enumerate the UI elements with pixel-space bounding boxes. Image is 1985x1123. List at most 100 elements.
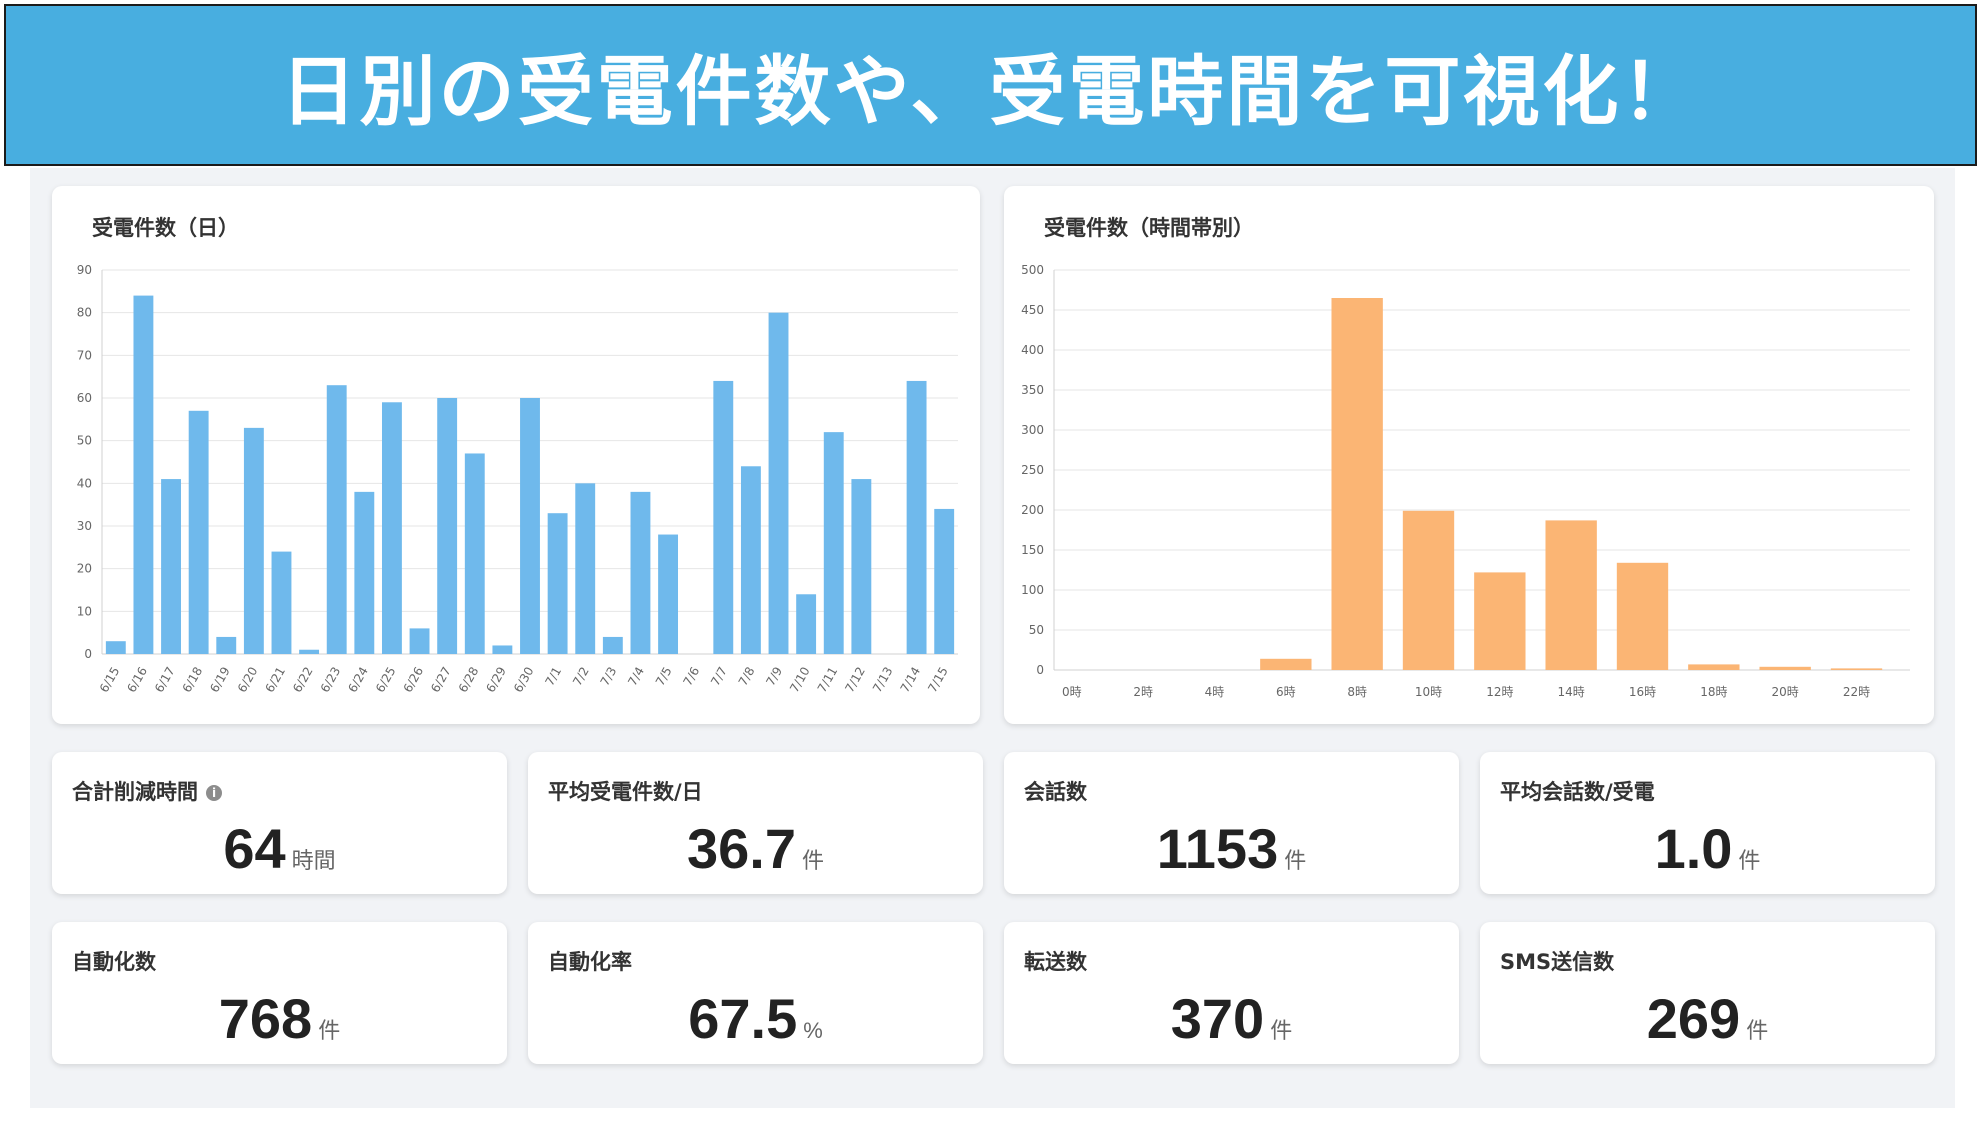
x-tick-label: 6/22 bbox=[290, 665, 316, 695]
stat-unit: 時間 bbox=[291, 848, 336, 873]
chart-bar bbox=[161, 479, 181, 654]
chart-bar bbox=[575, 483, 596, 654]
stat-unit: 件 bbox=[1746, 1018, 1769, 1043]
hourly-calls-chart: 0 50 100 150 200 250 300 350 400 450 500 0時 2時 4時 6時 8時… bbox=[1021, 263, 1910, 699]
stat-card-automated: 自動化数 768 件 bbox=[52, 922, 507, 1064]
x-tick-label: 6/29 bbox=[483, 665, 509, 695]
x-tick-label: 7/8 bbox=[736, 665, 758, 689]
daily-chart-title: 受電件数（日） bbox=[92, 216, 239, 240]
x-tick-label: 7/1 bbox=[542, 665, 564, 689]
x-tick-label: 0時 bbox=[1062, 685, 1082, 699]
chart-bar bbox=[243, 427, 264, 654]
y-tick-label: 50 bbox=[77, 434, 92, 448]
stat-value: 36.7 bbox=[686, 817, 796, 880]
x-tick-label: 16時 bbox=[1629, 685, 1656, 699]
chart-bar bbox=[713, 380, 734, 654]
chart-bar bbox=[658, 534, 679, 654]
stat-value: 370 bbox=[1170, 987, 1265, 1050]
x-tick-label: 6/15 bbox=[97, 665, 123, 695]
stat-label: SMS送信数 bbox=[1500, 950, 1615, 974]
chart-bar bbox=[381, 402, 402, 654]
x-tick-label: 6/17 bbox=[152, 665, 178, 695]
stat-value: 67.5 bbox=[688, 987, 798, 1050]
y-tick-label: 0 bbox=[1036, 663, 1044, 677]
chart-bar bbox=[133, 295, 154, 654]
x-tick-label: 12時 bbox=[1486, 685, 1513, 699]
chart-bar bbox=[354, 491, 375, 654]
banner-title: 日別の受電件数や、受電時間を可視化！ bbox=[280, 47, 1701, 136]
chart-bar bbox=[1402, 510, 1455, 670]
y-tick-label: 80 bbox=[77, 306, 92, 320]
x-tick-label: 6/18 bbox=[180, 665, 206, 695]
chart-bar bbox=[823, 432, 844, 654]
y-tick-label: 10 bbox=[77, 604, 92, 618]
x-tick-label: 7/11 bbox=[815, 665, 841, 695]
info-icon[interactable]: i bbox=[206, 785, 222, 801]
chart-bar bbox=[851, 479, 872, 654]
x-tick-label: 6/27 bbox=[428, 665, 454, 695]
x-tick-label: 4時 bbox=[1205, 685, 1225, 699]
x-tick-label: 7/4 bbox=[625, 665, 647, 689]
x-tick-label: 22時 bbox=[1843, 685, 1870, 699]
x-tick-label: 7/3 bbox=[598, 665, 620, 689]
y-tick-label: 250 bbox=[1021, 463, 1044, 477]
x-tick-label: 6/23 bbox=[318, 665, 344, 695]
x-tick-label: 10時 bbox=[1415, 685, 1442, 699]
chart-bar bbox=[768, 312, 789, 654]
x-tick-label: 6時 bbox=[1276, 685, 1296, 699]
stat-unit: 件 bbox=[1738, 848, 1761, 873]
chart-bar bbox=[1616, 562, 1669, 670]
chart-bar bbox=[602, 636, 623, 654]
stat-unit: 件 bbox=[801, 848, 824, 873]
stat-label: 自動化率 bbox=[548, 950, 632, 974]
hourly-chart-title: 受電件数（時間帯別） bbox=[1044, 216, 1254, 240]
x-tick-label: 7/14 bbox=[898, 665, 924, 695]
chart-bar bbox=[1830, 668, 1883, 670]
y-tick-label: 70 bbox=[77, 348, 92, 362]
stat-value: 64 bbox=[223, 817, 286, 880]
stat-label: 平均会話数/受電 bbox=[1500, 780, 1655, 804]
y-tick-label: 350 bbox=[1021, 383, 1044, 397]
chart-bar bbox=[1759, 666, 1811, 670]
x-tick-label: 7/7 bbox=[708, 665, 730, 689]
chart-bar bbox=[906, 380, 927, 654]
x-tick-label: 7/13 bbox=[870, 665, 896, 695]
y-tick-label: 150 bbox=[1021, 543, 1044, 557]
x-tick-label: 6/25 bbox=[373, 665, 399, 695]
x-tick-label: 6/28 bbox=[456, 665, 482, 695]
x-tick-label: 2時 bbox=[1133, 685, 1153, 699]
y-tick-label: 50 bbox=[1029, 623, 1044, 637]
x-tick-label: 6/16 bbox=[124, 665, 150, 695]
x-tick-label: 20時 bbox=[1772, 685, 1799, 699]
x-tick-label: 14時 bbox=[1558, 685, 1585, 699]
x-tick-label: 6/21 bbox=[262, 665, 288, 695]
y-tick-label: 20 bbox=[77, 562, 92, 576]
y-tick-label: 400 bbox=[1021, 343, 1044, 357]
chart-bar bbox=[271, 551, 292, 654]
stat-card-transfers: 転送数 370 件 bbox=[1004, 922, 1459, 1064]
stat-value: 768 bbox=[218, 987, 313, 1050]
stat-label: 会話数 bbox=[1024, 780, 1087, 804]
stat-unit: % bbox=[803, 1018, 823, 1043]
y-tick-label: 40 bbox=[77, 476, 92, 490]
stat-unit: 件 bbox=[1284, 848, 1307, 873]
stat-value: 269 bbox=[1646, 987, 1741, 1050]
x-tick-label: 7/10 bbox=[787, 665, 813, 695]
chart-bar bbox=[216, 636, 237, 654]
chart-bar bbox=[437, 398, 458, 654]
stat-card-sms-sent: SMS送信数 269 件 bbox=[1480, 922, 1935, 1064]
x-tick-label: 7/9 bbox=[763, 665, 785, 689]
y-tick-label: 60 bbox=[77, 391, 92, 405]
chart-bar bbox=[796, 594, 817, 654]
x-tick-label: 7/15 bbox=[925, 665, 951, 695]
stat-value: 1153 bbox=[1156, 817, 1279, 880]
chart-bar bbox=[1331, 298, 1383, 670]
chart-bar bbox=[630, 491, 651, 654]
stat-card-automation-rate: 自動化率 67.5% bbox=[528, 922, 983, 1064]
y-tick-label: 90 bbox=[77, 263, 92, 277]
y-tick-label: 200 bbox=[1021, 503, 1044, 517]
header-banner: 日別の受電件数や、受電時間を可視化！ bbox=[4, 4, 1977, 166]
chart-bar bbox=[1474, 572, 1526, 670]
stat-unit: 件 bbox=[1270, 1018, 1293, 1043]
